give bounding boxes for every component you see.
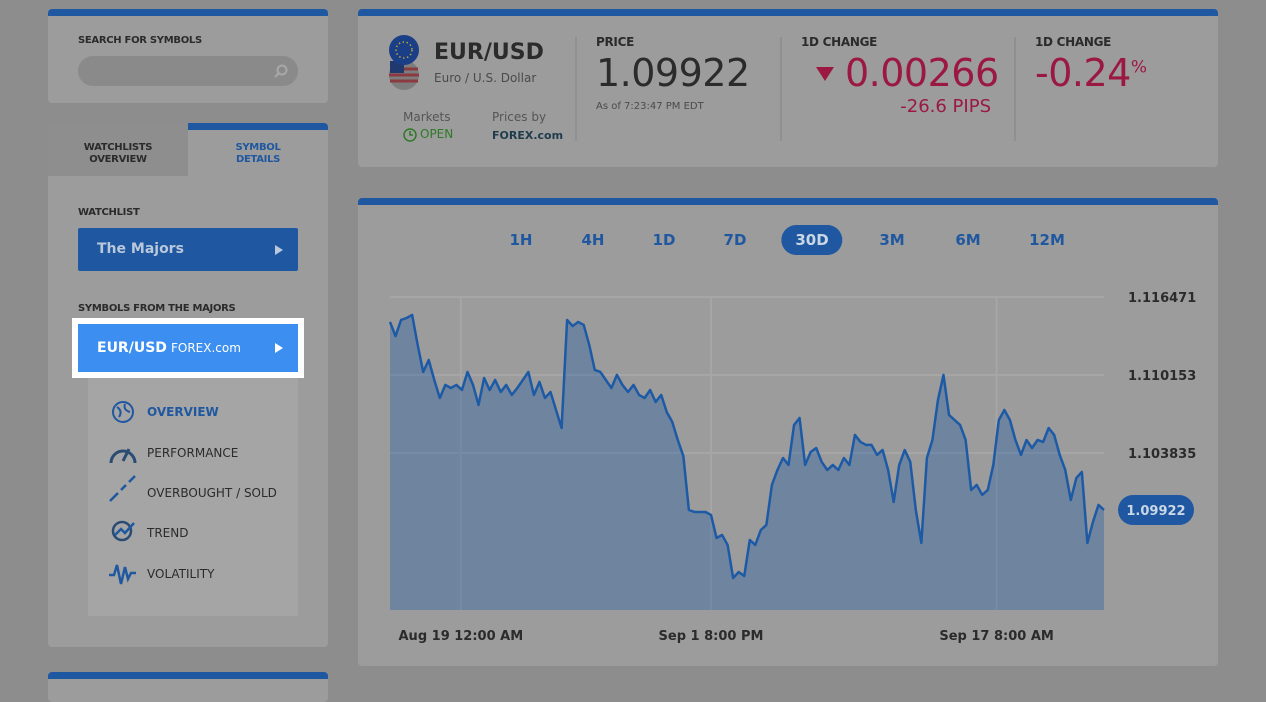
header-symbol: EUR/USD xyxy=(434,40,544,65)
chart: 1.116471 1.110153 1.103835 Aug 19 12:00 AM S… xyxy=(388,291,1196,644)
watchlist-button[interactable]: The Majors xyxy=(78,228,298,271)
range-button[interactable]: 4H xyxy=(581,231,605,249)
market-status: OPEN xyxy=(420,127,454,141)
symbol: EUR/USD xyxy=(97,340,167,356)
range-button[interactable]: 1H xyxy=(509,231,533,249)
x-tick-label: Sep 1 8:00 PM xyxy=(659,629,764,644)
provider-logo: FOREX.com xyxy=(492,129,564,142)
pct-value: -0.24 xyxy=(1035,51,1131,95)
search-icon xyxy=(274,64,288,78)
header-name: Euro / U.S. Dollar xyxy=(434,71,537,85)
y-tick-label: 1.116471 xyxy=(1128,291,1196,306)
provider: FOREX.com xyxy=(171,341,241,355)
current-value-label: 1.09922 xyxy=(1126,504,1185,519)
x-tick-label: Sep 17 8:00 AM xyxy=(939,629,1054,644)
range-button[interactable]: 1D xyxy=(652,231,676,249)
y-tick-label: 1.110153 xyxy=(1128,369,1196,384)
x-tick-label: Aug 19 12:00 AM xyxy=(399,629,524,644)
range-button[interactable]: 7D xyxy=(723,231,747,249)
as-of: As of 7:23:47 PM EDT xyxy=(596,101,704,112)
range-button[interactable]: 12M xyxy=(1029,231,1065,249)
tab-label: WATCHLISTS OVERVIEW xyxy=(83,142,153,165)
range-button[interactable]: 6M xyxy=(955,231,981,249)
menu-item[interactable]: OVERVIEW xyxy=(147,405,219,419)
body: SEARCH FOR SYMBOLS WATCHLISTS OVERVIEW S… xyxy=(48,9,1218,702)
range-button[interactable]: 3M xyxy=(879,231,905,249)
search-label: SEARCH FOR SYMBOLS xyxy=(78,35,202,46)
symbols-label: SYMBOLS FROM THE MAJORS xyxy=(78,303,236,314)
y-tick-label: 1.103835 xyxy=(1128,447,1196,462)
flags xyxy=(389,35,419,90)
quote-panel: EUR/USD Euro / U.S. Dollar Markets OPEN … xyxy=(358,9,1218,167)
pct-unit: % xyxy=(1130,57,1147,78)
tab[interactable]: WATCHLISTS OVERVIEW xyxy=(48,123,188,176)
price-line xyxy=(388,313,1105,580)
area-fill xyxy=(390,314,1104,610)
current-value-badge xyxy=(1118,494,1194,525)
menu-item[interactable]: PERFORMANCE xyxy=(147,446,239,460)
change: 0.00266 xyxy=(845,51,999,95)
tab-label: SYMBOL DETAILS xyxy=(235,142,281,165)
price-label: PRICE xyxy=(596,35,635,49)
search-input[interactable] xyxy=(78,56,298,86)
pct-label: 1D CHANGE xyxy=(1035,35,1112,49)
chart-panel xyxy=(358,198,1218,666)
pct-change: -0.24% xyxy=(1035,51,1147,95)
symbol-button[interactable]: EUR/USD FOREX.com xyxy=(78,324,298,372)
page: EUR/USD {"search": {"label": "SEARCH FOR… xyxy=(48,9,1218,702)
sidebar-panel: WATCHLISTS OVERVIEW SYMBOL DETAILS WATCH… xyxy=(48,123,328,647)
watchlist-label: WATCHLIST xyxy=(78,207,140,218)
menu-item[interactable]: TREND xyxy=(147,526,189,540)
price: 1.09922 xyxy=(596,51,750,95)
menu-icons xyxy=(109,401,137,585)
tab[interactable]: SYMBOL DETAILS xyxy=(188,123,328,176)
markets-label: Markets xyxy=(403,110,451,124)
menu-item[interactable]: OVERBOUGHT / SOLD xyxy=(147,486,277,500)
change-label: 1D CHANGE xyxy=(801,35,878,49)
range-button[interactable]: 30D xyxy=(781,225,843,255)
watchlist-name: The Majors xyxy=(97,241,184,257)
prices-by: Prices by xyxy=(492,110,547,124)
search-panel: SEARCH FOR SYMBOLS xyxy=(48,9,328,103)
pips: -26.6 PIPS xyxy=(900,96,991,117)
menu-item[interactable]: VOLATILITY xyxy=(147,567,215,581)
